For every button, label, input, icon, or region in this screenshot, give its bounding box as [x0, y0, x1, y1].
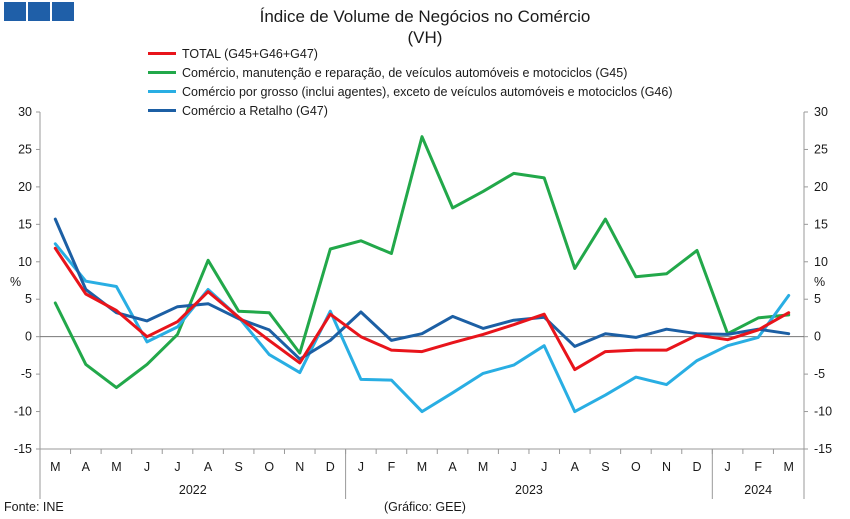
year-label: 2024	[744, 483, 772, 497]
source-note: Fonte: INE	[4, 500, 64, 514]
y-unit-right: %	[814, 275, 825, 289]
chart-title: Índice de Volume de Negócios no Comércio…	[0, 6, 850, 48]
y-tick-label-left: 10	[18, 255, 32, 269]
y-tick-label-right: -15	[814, 442, 832, 456]
logo-square	[52, 2, 74, 21]
legend-item: Comércio, manutenção e reparação, de veí…	[148, 63, 673, 82]
x-tick-label: M	[111, 460, 121, 474]
x-tick-label: A	[571, 460, 580, 474]
y-tick-label-left: -15	[14, 442, 32, 456]
legend-swatch	[148, 109, 176, 112]
x-tick-label: J	[724, 460, 730, 474]
legend-label: Comércio a Retalho (G47)	[182, 103, 328, 118]
x-tick-label: M	[50, 460, 60, 474]
x-tick-label: J	[144, 460, 150, 474]
y-tick-label-right: 5	[814, 292, 821, 306]
series-line	[53, 217, 791, 361]
logo-square	[4, 2, 26, 21]
x-tick-label: S	[601, 460, 609, 474]
y-tick-label-right: -5	[814, 367, 825, 381]
y-tick-label-right: -10	[814, 405, 832, 419]
y-tick-label-right: 20	[814, 180, 828, 194]
x-tick-label: J	[541, 460, 547, 474]
y-tick-label-left: 15	[18, 217, 32, 231]
y-unit-left: %	[10, 275, 21, 289]
y-tick-label-left: -5	[21, 367, 32, 381]
series-line	[53, 242, 791, 414]
x-tick-label: J	[511, 460, 517, 474]
gee-logo	[4, 2, 74, 21]
chart-title-line2: (VH)	[407, 28, 443, 47]
x-tick-label: J	[358, 460, 364, 474]
x-tick-label: A	[82, 460, 91, 474]
x-tick-label: M	[784, 460, 794, 474]
x-tick-label: F	[754, 460, 762, 474]
y-tick-label-left: 30	[18, 105, 32, 119]
x-tick-label: N	[662, 460, 671, 474]
y-tick-label-left: 5	[25, 292, 32, 306]
x-tick-label: M	[478, 460, 488, 474]
x-tick-label: S	[234, 460, 242, 474]
x-tick-label: D	[326, 460, 335, 474]
chart-series	[53, 135, 791, 414]
y-tick-label-left: 20	[18, 180, 32, 194]
x-tick-label: M	[417, 460, 427, 474]
chart-axes: -15 -15 -10 -10 -5 -5 0 0 5 5 10 10 15 15 20 20 25 25 30 30…	[14, 105, 832, 499]
y-tick-label-right: 15	[814, 217, 828, 231]
y-tick-label-right: 25	[814, 142, 828, 156]
year-label: 2023	[515, 483, 543, 497]
y-tick-label-left: -10	[14, 405, 32, 419]
x-tick-label: O	[264, 460, 274, 474]
chart-title-line1: Índice de Volume de Negócios no Comércio	[259, 7, 591, 26]
x-tick-label: A	[448, 460, 457, 474]
legend-swatch	[148, 71, 176, 74]
year-label: 2022	[179, 483, 207, 497]
x-tick-label: A	[204, 460, 213, 474]
y-tick-label-right: 30	[814, 105, 828, 119]
series-line	[53, 246, 791, 372]
x-tick-label: O	[631, 460, 641, 474]
x-tick-label: N	[295, 460, 304, 474]
y-tick-label-left: 0	[25, 330, 32, 344]
x-tick-label: F	[388, 460, 396, 474]
y-tick-label-right: 10	[814, 255, 828, 269]
legend-item: Comércio por grosso (inclui agentes), ex…	[148, 82, 673, 101]
legend-label: TOTAL (G45+G46+G47)	[182, 46, 318, 61]
legend-swatch	[148, 52, 176, 55]
x-tick-label: J	[174, 460, 180, 474]
credit-note: (Gráfico: GEE)	[384, 500, 466, 514]
x-tick-label: D	[693, 460, 702, 474]
legend-label: Comércio por grosso (inclui agentes), ex…	[182, 84, 673, 99]
chart-legend: TOTAL (G45+G46+G47) Comércio, manutenção…	[148, 44, 673, 120]
series-line	[53, 135, 791, 390]
legend-swatch	[148, 90, 176, 93]
y-tick-label-right: 0	[814, 330, 821, 344]
legend-item: Comércio a Retalho (G47)	[148, 101, 673, 120]
y-tick-label-left: 25	[18, 142, 32, 156]
legend-item: TOTAL (G45+G46+G47)	[148, 44, 673, 63]
logo-square	[28, 2, 50, 21]
legend-label: Comércio, manutenção e reparação, de veí…	[182, 65, 628, 80]
